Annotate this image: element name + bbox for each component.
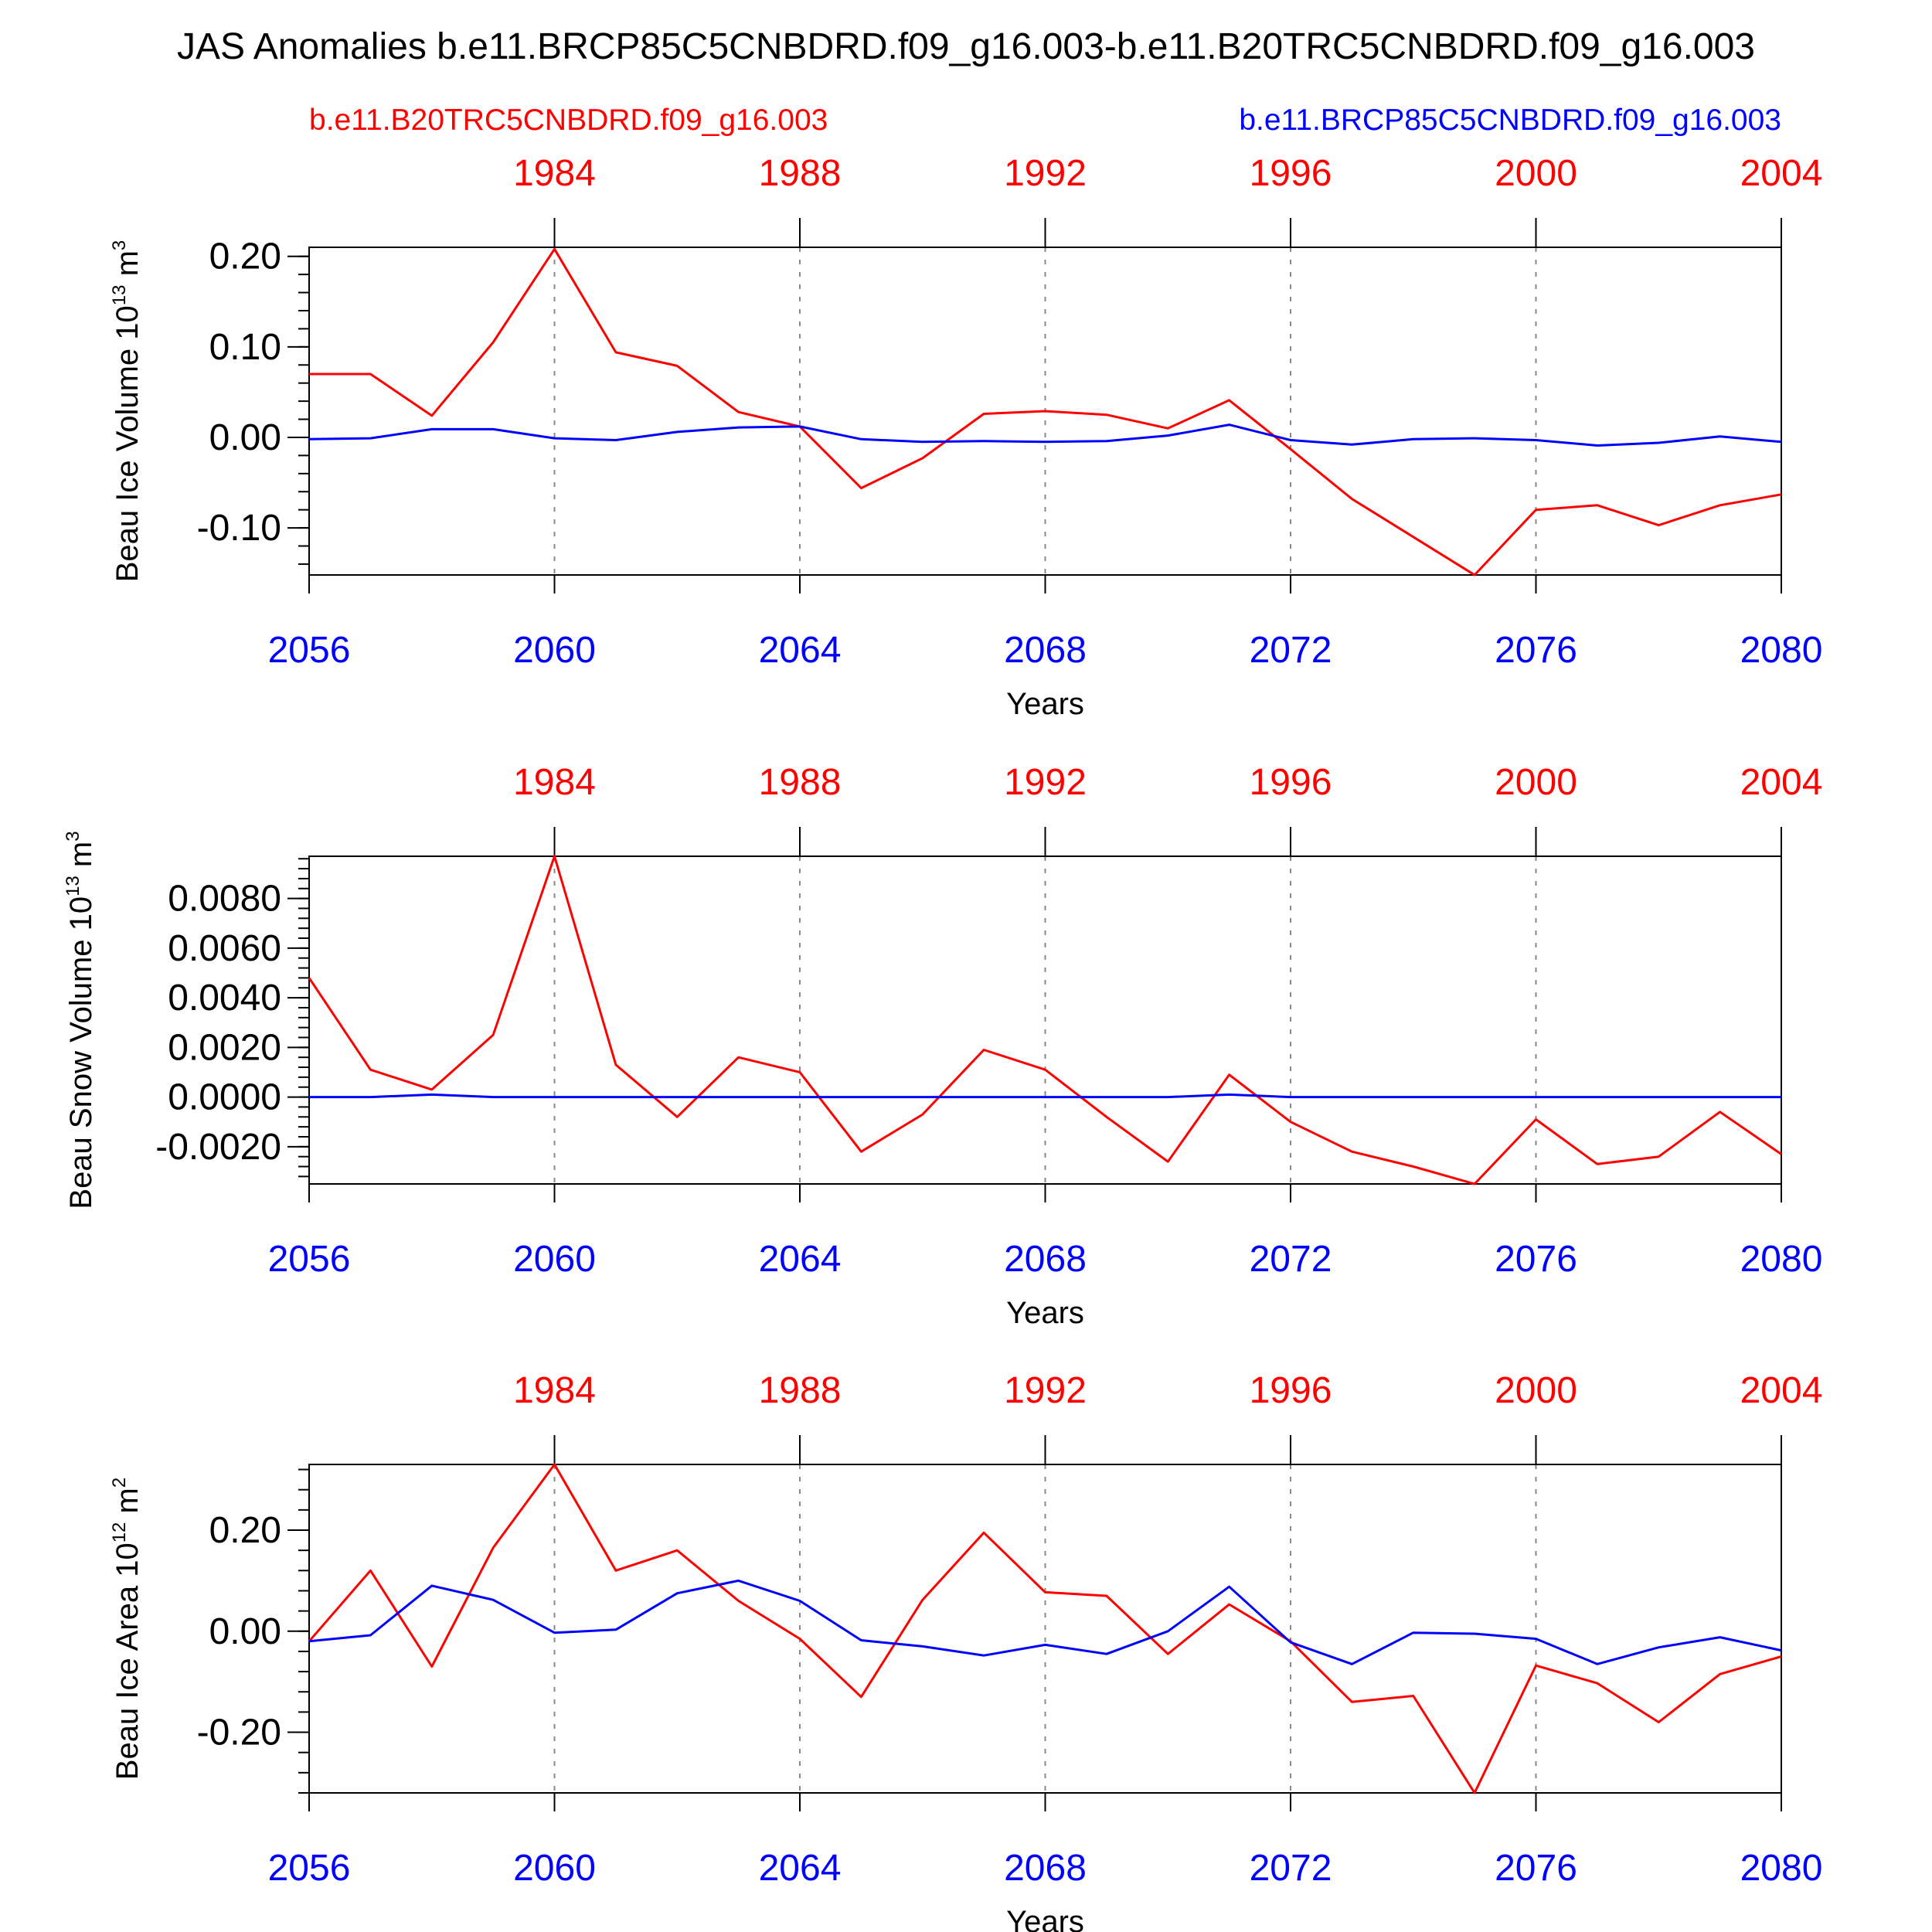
top-axis-tick-label: 1992 <box>1004 762 1087 803</box>
y-axis-label-exponent: 12 <box>109 1522 130 1543</box>
top-axis-tick-label: 1984 <box>513 762 596 803</box>
y-axis-label-exponent: 13 <box>63 876 83 896</box>
x-tick-label: 2080 <box>1740 1848 1823 1889</box>
y-tick-label: 0.0080 <box>168 879 281 920</box>
x-tick-label: 2060 <box>513 630 596 671</box>
x-tick-label: 2080 <box>1740 630 1823 671</box>
top-axis-tick-label: 1996 <box>1250 1370 1332 1411</box>
y-tick-label: -0.10 <box>197 508 281 549</box>
top-axis-tick-label: 1988 <box>759 153 842 194</box>
y-tick-label: 0.20 <box>209 236 281 277</box>
y-axis-label-unit: m <box>111 250 145 284</box>
x-axis-label: Years <box>1006 1296 1084 1330</box>
y-axis-label-text: Beau Ice Area 10 <box>111 1543 145 1780</box>
y-tick-label: 0.10 <box>209 327 281 368</box>
y-tick-label: -0.0020 <box>155 1127 281 1168</box>
top-axis-tick-label: 2004 <box>1740 1370 1823 1411</box>
series-line-historical <box>309 247 1782 577</box>
x-tick-label: 2056 <box>268 630 351 671</box>
y-tick-label: 0.0000 <box>168 1077 281 1118</box>
y-tick-label: 0.20 <box>209 1510 281 1551</box>
panel-ice-area: -0.20 0.00 0.20 2056 2060 2064 2068 2072 2076 208… <box>109 1370 1822 1932</box>
y-axis-label: Beau Ice Volume 1013 m3 <box>109 240 145 583</box>
legend-historical: b.e11.B20TRC5CNBDRD.f09_g16.003 <box>309 104 828 137</box>
x-tick-label: 2056 <box>268 1239 351 1280</box>
y-tick-label: 0.0060 <box>168 928 281 969</box>
x-tick-label: 2076 <box>1495 630 1577 671</box>
top-axis-tick-label: 1984 <box>513 153 596 194</box>
y-tick-label: 0.00 <box>209 417 281 458</box>
x-tick-label: 2068 <box>1004 1848 1087 1889</box>
x-axis-label: Years <box>1006 687 1084 721</box>
y-tick-label: 0.00 <box>209 1611 281 1652</box>
y-axis-label-unit-exponent: 2 <box>109 1478 130 1488</box>
top-axis-tick-label: 2004 <box>1740 762 1823 803</box>
y-tick-label: -0.20 <box>197 1713 281 1753</box>
x-tick-label: 2068 <box>1004 630 1087 671</box>
legend-rcp85: b.e11.BRCP85C5CNBDRD.f09_g16.003 <box>1239 104 1781 137</box>
x-tick-label: 2072 <box>1250 1239 1332 1280</box>
x-tick-label: 2064 <box>759 1239 842 1280</box>
y-axis-label-exponent: 13 <box>109 285 130 306</box>
x-tick-label: 2064 <box>759 630 842 671</box>
y-axis-label-text: Beau Snow Volume 10 <box>64 896 98 1209</box>
y-axis-label-unit: m <box>64 842 98 876</box>
top-axis-tick-label: 1992 <box>1004 153 1087 194</box>
top-axis-tick-label: 1996 <box>1250 153 1332 194</box>
x-tick-label: 2056 <box>268 1848 351 1889</box>
x-tick-label: 2064 <box>759 1848 842 1889</box>
series-line-rcp85 <box>309 1093 1781 1099</box>
series-line-rcp85 <box>308 1579 1782 1665</box>
series-line-historical <box>308 855 1782 1185</box>
x-tick-label: 2072 <box>1250 630 1332 671</box>
y-axis-label-text: Beau Ice Volume 10 <box>111 305 145 582</box>
figure-title: JAS Anomalies b.e11.BRCP85C5CNBDRD.f09_g… <box>177 26 1755 67</box>
y-axis-label: Beau Ice Area 1012 m2 <box>109 1478 145 1780</box>
x-tick-label: 2060 <box>513 1848 596 1889</box>
y-tick-label: 0.0020 <box>168 1027 281 1068</box>
x-tick-label: 2072 <box>1250 1848 1332 1889</box>
y-axis-label: Beau Snow Volume 1013 m3 <box>63 831 98 1209</box>
top-axis-tick-label: 2000 <box>1495 762 1577 803</box>
series-line-historical <box>308 1463 1782 1794</box>
x-tick-label: 2076 <box>1495 1239 1577 1280</box>
panel-ice-volume: -0.10 0.00 0.10 0.20 2056 2060 2064 2068 2072 207… <box>109 153 1822 721</box>
top-axis-tick-label: 1988 <box>759 1370 842 1411</box>
top-axis-tick-label: 2000 <box>1495 153 1577 194</box>
top-axis-tick-label: 1992 <box>1004 1370 1087 1411</box>
top-axis-tick-label: 1996 <box>1250 762 1332 803</box>
y-axis-label-unit: m <box>111 1488 145 1522</box>
panel-snow-volume: -0.0020 0.0000 0.0020 0.0040 0.0060 0.0080 205… <box>63 762 1822 1330</box>
top-axis-tick-label: 2004 <box>1740 153 1823 194</box>
series-line-rcp85 <box>308 423 1782 447</box>
top-axis-tick-label: 2000 <box>1495 1370 1577 1411</box>
x-tick-label: 2068 <box>1004 1239 1087 1280</box>
x-axis-label: Years <box>1006 1905 1084 1932</box>
x-tick-label: 2080 <box>1740 1239 1823 1280</box>
top-axis-tick-label: 1988 <box>759 762 842 803</box>
y-axis-label-unit-exponent: 3 <box>109 240 130 250</box>
x-tick-label: 2076 <box>1495 1848 1577 1889</box>
top-axis-tick-label: 1984 <box>513 1370 596 1411</box>
y-tick-label: 0.0040 <box>168 978 281 1019</box>
y-axis-label-unit-exponent: 3 <box>63 831 83 841</box>
x-tick-label: 2060 <box>513 1239 596 1280</box>
